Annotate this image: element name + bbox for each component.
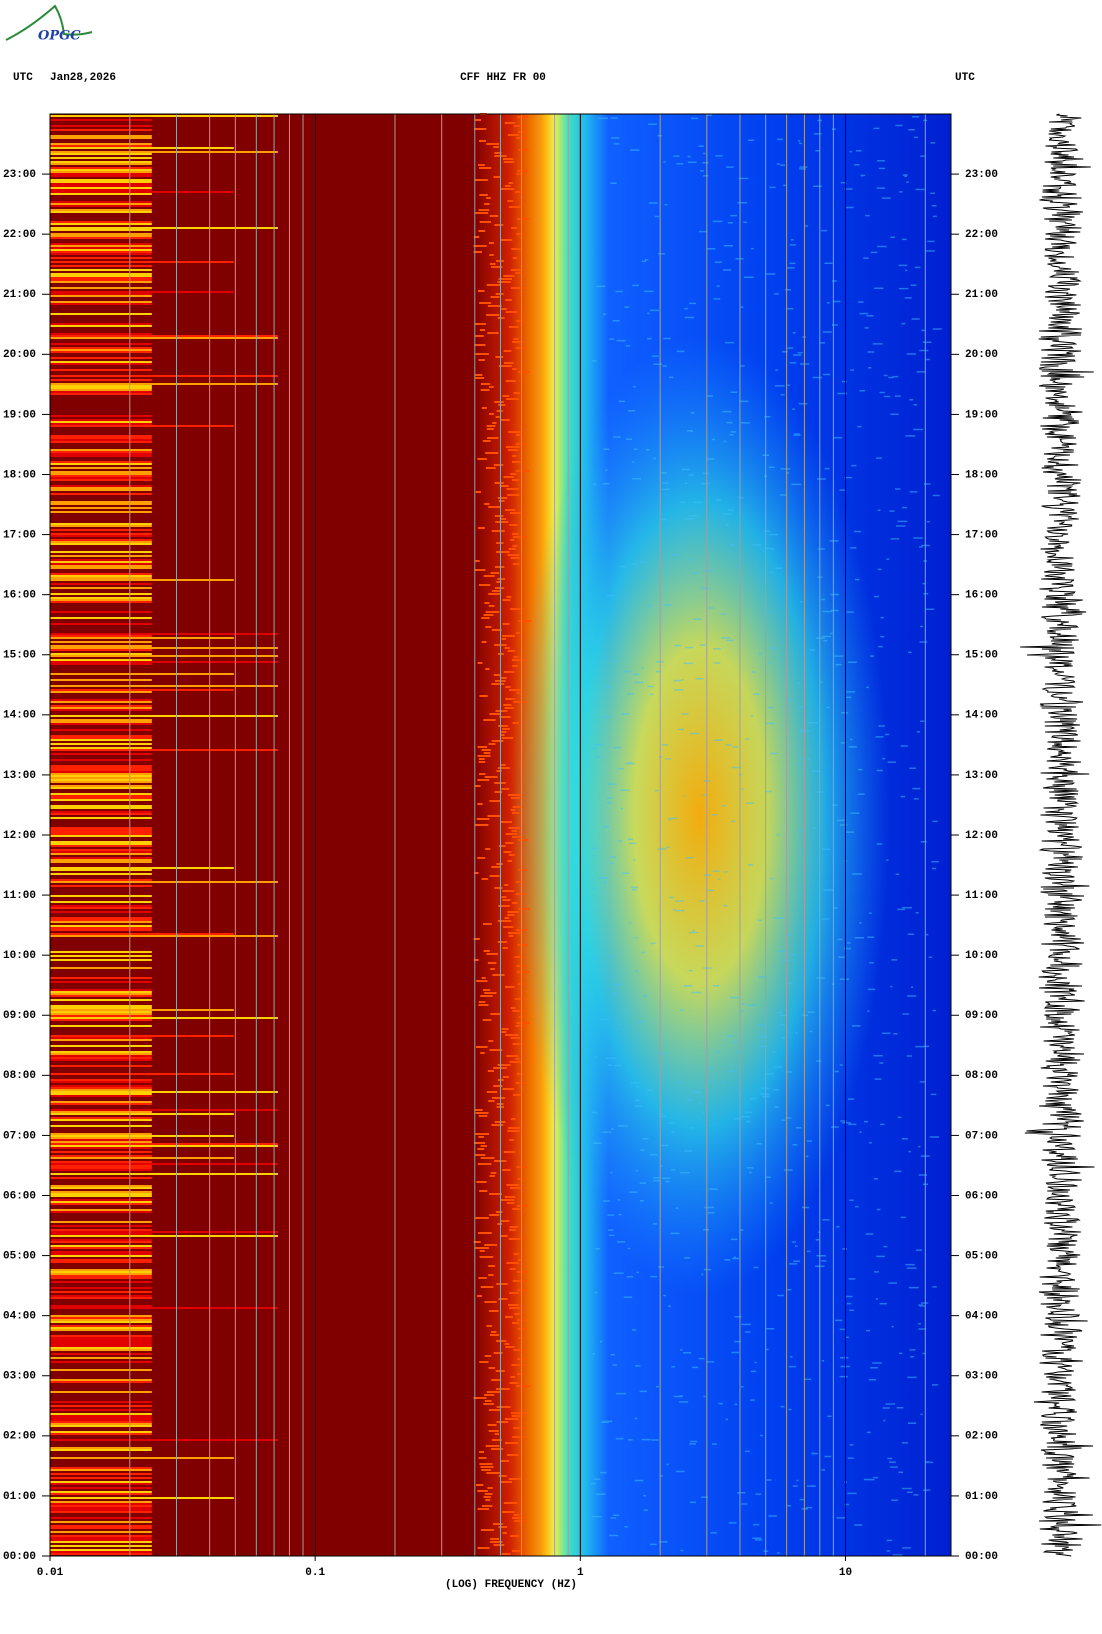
y-tick-label: 13:00 — [965, 770, 998, 782]
logo: OPGC — [5, 4, 93, 44]
y-tick-label: 06:00 — [965, 1190, 998, 1202]
y-tick-label: 04:00 — [965, 1311, 998, 1323]
y-tick-label: 09:00 — [965, 1010, 998, 1022]
y-tick-label: 20:00 — [965, 349, 998, 361]
y-tick-label: 04:00 — [3, 1311, 36, 1323]
y-tick-label: 07:00 — [3, 1130, 36, 1142]
y-tick-label: 01:00 — [965, 1491, 998, 1503]
y-tick-label: 12:00 — [965, 830, 998, 842]
y-tick-label: 03:00 — [3, 1371, 36, 1383]
y-tick-label: 19:00 — [3, 409, 36, 421]
y-tick-label: 05:00 — [965, 1250, 998, 1262]
seismogram-trace — [1020, 113, 1102, 1557]
timezone-right: UTC — [955, 72, 975, 84]
y-tick-label: 06:00 — [3, 1190, 36, 1202]
y-tick-label: 16:00 — [965, 590, 998, 602]
y-tick-label: 02:00 — [965, 1431, 998, 1443]
y-tick-label: 15:00 — [3, 650, 36, 662]
y-tick-label: 16:00 — [3, 590, 36, 602]
y-tick-label: 19:00 — [965, 409, 998, 421]
spectrogram-texture — [50, 115, 278, 1551]
logo-text: OPGC — [38, 29, 81, 44]
y-tick-label: 12:00 — [3, 830, 36, 842]
y-tick-label: 18:00 — [965, 469, 998, 481]
y-tick-label: 13:00 — [3, 770, 36, 782]
y-tick-label: 23:00 — [965, 169, 998, 181]
spectrogram-texture — [50, 129, 278, 1555]
y-tick-label: 02:00 — [3, 1431, 36, 1443]
x-tick-label: 10 — [839, 1567, 852, 1579]
x-tick-label: 0.1 — [305, 1567, 325, 1579]
y-tick-label: 21:00 — [965, 289, 998, 301]
y-tick-label: 09:00 — [3, 1010, 36, 1022]
y-tick-label: 11:00 — [965, 890, 998, 902]
y-tick-label: 15:00 — [965, 650, 998, 662]
chart-title: CFF HHZ FR 00 — [460, 72, 546, 84]
y-tick-label: 20:00 — [3, 349, 36, 361]
y-tick-label: 18:00 — [3, 469, 36, 481]
y-tick-label: 01:00 — [3, 1491, 36, 1503]
y-tick-label: 22:00 — [965, 229, 998, 241]
y-tick-label: 14:00 — [3, 710, 36, 722]
y-tick-label: 14:00 — [965, 710, 998, 722]
spectrogram-texture — [590, 114, 942, 1556]
spectrogram-energy — [510, 335, 891, 1295]
x-axis-label: (LOG) FREQUENCY (HZ) — [445, 1579, 577, 1591]
x-tick-label: 1 — [577, 1567, 584, 1579]
y-tick-label: 10:00 — [965, 950, 998, 962]
x-tick-label: 0.01 — [37, 1567, 64, 1579]
y-tick-label: 08:00 — [965, 1070, 998, 1082]
y-tick-label: 03:00 — [965, 1371, 998, 1383]
y-tick-label: 07:00 — [965, 1130, 998, 1142]
y-tick-label: 21:00 — [3, 289, 36, 301]
date: Jan28,2026 — [50, 72, 116, 84]
spectrogram-texture — [50, 119, 278, 1553]
spectrogram-texture — [50, 135, 278, 1533]
y-tick-label: 10:00 — [3, 950, 36, 962]
y-tick-label: 17:00 — [3, 529, 36, 541]
y-tick-label: 11:00 — [3, 890, 36, 902]
y-tick-label: 22:00 — [3, 229, 36, 241]
timezone-left: UTC — [13, 72, 33, 84]
y-tick-label: 05:00 — [3, 1250, 36, 1262]
y-tick-label: 08:00 — [3, 1070, 36, 1082]
y-tick-label: 00:00 — [3, 1551, 36, 1563]
y-tick-label: 23:00 — [3, 169, 36, 181]
y-tick-label: 00:00 — [965, 1551, 998, 1563]
y-tick-label: 17:00 — [965, 529, 998, 541]
